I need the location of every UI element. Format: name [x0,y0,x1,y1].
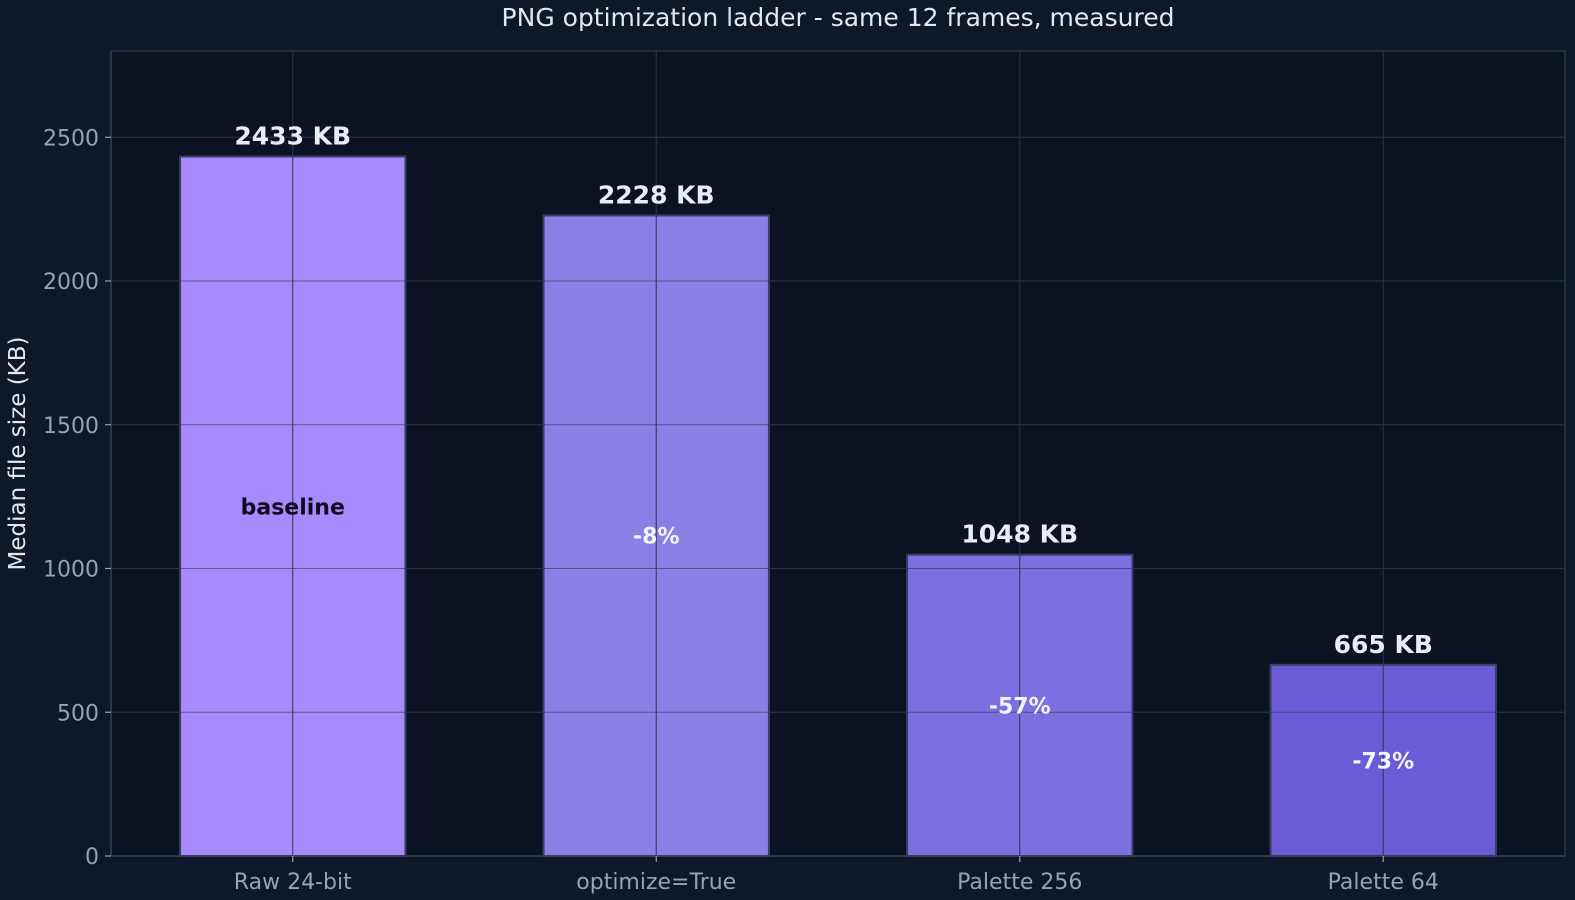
y-tick-label: 1500 [43,414,99,439]
y-tick-label: 2000 [43,270,99,295]
x-tick-label: optimize=True [576,870,736,895]
bar-value-label: 2433 KB [234,122,351,151]
bar-inner-label: -73% [1352,749,1414,774]
bar-inner-label: -8% [633,525,679,550]
y-axis-label: Median file size (KB) [5,336,31,570]
y-tick-label: 1000 [43,558,99,583]
bar-value-label: 665 KB [1334,630,1433,659]
y-tick-label: 500 [57,701,99,726]
bar-inner-label: baseline [241,495,345,520]
bar-value-label: 1048 KB [961,520,1078,549]
x-tick-label: Palette 256 [957,870,1082,895]
bar-value-label: 2228 KB [598,180,715,209]
chart-title: PNG optimization ladder - same 12 frames… [502,3,1175,32]
y-tick-label: 0 [85,845,99,870]
x-tick-label: Palette 64 [1328,870,1439,895]
x-tick-label: Raw 24-bit [234,870,352,895]
bar-inner-label: -57% [989,694,1051,719]
y-tick-label: 2500 [43,126,99,151]
